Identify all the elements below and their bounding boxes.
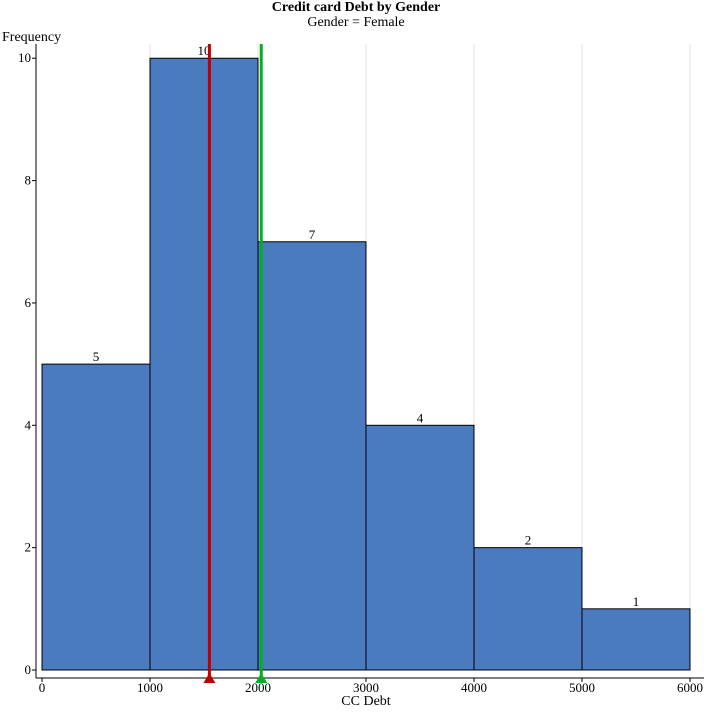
y-tick-label-0: 0: [25, 662, 32, 677]
bar-count-label-4: 2: [525, 533, 532, 548]
x-tick-label-0: 0: [39, 680, 46, 695]
bars-layer: [41, 57, 691, 671]
x-tick-label-4: 4000: [461, 680, 487, 695]
axes-layer: 0 2 4 6 8 10 0 1000 2000 3000 4000 5000 6000: [18, 44, 704, 695]
bar-count-label-2: 7: [309, 227, 316, 242]
y-tick-label-5: 10: [18, 50, 31, 65]
y-axis-label: Frequency: [2, 30, 61, 45]
x-tick-label-2: 2000: [245, 680, 271, 695]
reference-marker-1: [255, 673, 268, 683]
bar-count-label-0: 5: [93, 349, 100, 364]
bar-count-label-1: 10: [198, 43, 211, 58]
bar-count-label-3: 4: [417, 410, 424, 425]
histogram-bar-3: [365, 424, 475, 671]
x-tick-label-5: 5000: [569, 680, 595, 695]
reference-marker-0: [203, 673, 216, 683]
y-tick-label-1: 2: [25, 540, 32, 555]
data-labels-layer: 5 10 7 4 2 1: [93, 43, 640, 609]
reference-lines-layer: [203, 44, 268, 683]
chart-subtitle: Gender = Female: [307, 15, 404, 30]
histogram-bar-0: [41, 363, 151, 671]
y-tick-label-3: 6: [25, 295, 32, 310]
histogram-bar-5: [581, 608, 691, 671]
histogram-bar-4: [473, 547, 583, 671]
x-tick-label-6: 6000: [677, 680, 703, 695]
x-tick-label-1: 1000: [137, 680, 163, 695]
y-tick-label-2: 4: [25, 417, 32, 432]
x-axis-label: CC Debt: [341, 694, 391, 709]
bar-count-label-5: 1: [633, 594, 640, 609]
y-tick-label-4: 8: [25, 173, 32, 188]
histogram-bar-2: [257, 241, 367, 671]
histogram-bar-1: [149, 57, 259, 671]
chart-title: Credit card Debt by Gender: [272, 0, 441, 15]
x-tick-label-3: 3000: [353, 680, 379, 695]
